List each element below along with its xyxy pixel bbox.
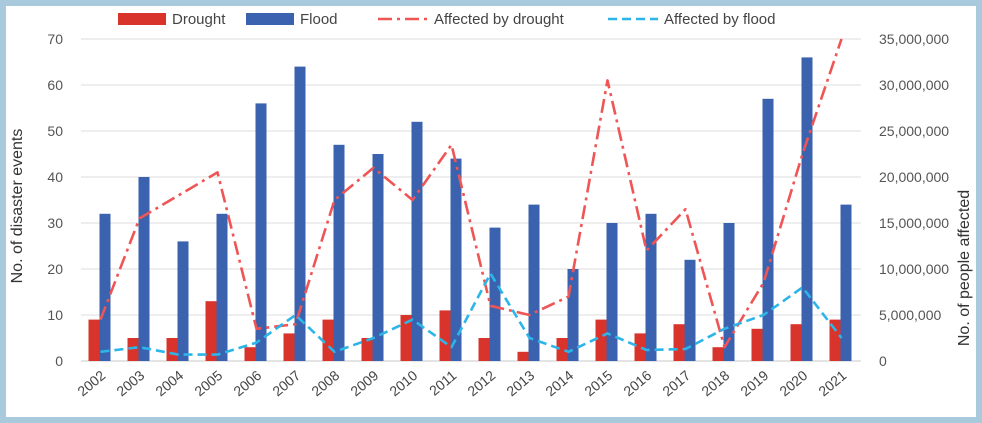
bar-drought (361, 338, 373, 361)
bar-flood (411, 121, 423, 361)
y2-tick-label: 20,000,000 (879, 169, 949, 185)
bar-flood (216, 213, 228, 361)
x-tick-label: 2009 (347, 367, 381, 399)
x-tick-label: 2015 (581, 367, 615, 399)
x-tick-label: 2016 (620, 367, 654, 399)
bar-drought (166, 338, 178, 361)
x-tick-label: 2018 (698, 367, 732, 399)
x-tick-label: 2014 (542, 367, 576, 399)
y-tick-label: 20 (47, 261, 63, 277)
bar-flood (372, 154, 384, 361)
x-tick-label: 2007 (269, 367, 303, 399)
x-tick-label: 2005 (191, 367, 225, 399)
legend-label: Flood (300, 11, 338, 28)
bar-drought (205, 301, 217, 361)
bar-flood (645, 213, 657, 361)
y2-tick-label: 5,000,000 (879, 307, 941, 323)
x-tick-label: 2013 (503, 367, 537, 399)
bar-flood (255, 103, 267, 362)
y-tick-label: 10 (47, 307, 63, 323)
y-tick-label: 30 (47, 215, 63, 231)
bar-flood (840, 204, 852, 361)
bar-drought (244, 347, 256, 361)
x-tick-label: 2012 (464, 367, 498, 399)
bar-drought (517, 351, 529, 361)
x-tick-label: 2008 (308, 367, 342, 399)
y2-tick-label: 0 (879, 353, 887, 369)
bar-flood (684, 259, 696, 361)
y-tick-label: 40 (47, 169, 63, 185)
bar-drought (673, 324, 685, 361)
x-tick-label: 2019 (737, 367, 771, 399)
x-tick-label: 2003 (113, 367, 147, 399)
y2-tick-label: 10,000,000 (879, 261, 949, 277)
bar-drought (556, 338, 568, 361)
bar-drought (322, 319, 334, 361)
bar-drought (595, 319, 607, 361)
line-affected-by-drought (99, 38, 843, 349)
y2-tick-label: 35,000,000 (879, 31, 949, 47)
bar-flood (762, 98, 774, 362)
bar-drought (88, 319, 100, 361)
x-tick-label: 2002 (74, 367, 108, 399)
x-tick-label: 2017 (659, 367, 693, 399)
bar-flood (333, 144, 345, 361)
bar-flood (489, 227, 501, 361)
bar-flood (99, 213, 111, 361)
bar-drought (127, 338, 139, 361)
y-tick-label: 50 (47, 123, 63, 139)
bar-drought (478, 338, 490, 361)
bar-flood (177, 241, 189, 361)
bar-flood (606, 223, 618, 361)
bar-drought (829, 319, 841, 361)
x-tick-label: 2021 (815, 367, 849, 399)
legend-label: Drought (172, 11, 226, 28)
bar-flood (294, 66, 306, 361)
y2-axis-label: No. of people affected (956, 190, 973, 346)
legend: Drought Flood Affected by drought Affected … (106, 9, 806, 29)
y-axis-label: No. of disaster events (9, 129, 26, 284)
bar-flood (450, 158, 462, 361)
bar-drought (634, 333, 646, 361)
x-tick-label: 2004 (152, 367, 186, 399)
bar-flood (723, 223, 735, 361)
bar-drought (283, 333, 295, 361)
y2-tick-label: 30,000,000 (879, 77, 949, 93)
chart: 0 10 20 30 40 50 60 70 0 5,000,000 10,000,000 15,00… (9, 9, 973, 399)
bar-flood (138, 177, 150, 361)
line-affected-by-flood (100, 272, 843, 356)
legend-swatch (118, 13, 166, 25)
y2-tick-label: 25,000,000 (879, 123, 949, 139)
bar-drought (751, 328, 763, 361)
bar-drought (400, 315, 412, 361)
bar-drought (439, 310, 451, 361)
chart-panel: 0 10 20 30 40 50 60 70 0 5,000,000 10,000,000 15,00… (6, 6, 976, 417)
gridlines (81, 38, 861, 362)
y2-tick-label: 15,000,000 (879, 215, 949, 231)
bar-flood (801, 57, 813, 362)
x-tick-label: 2010 (386, 367, 420, 399)
y-tick-label: 70 (47, 31, 63, 47)
x-tick-label: 2011 (426, 367, 460, 399)
legend-label: Affected by flood (664, 11, 775, 28)
bar-flood (567, 269, 579, 361)
legend-swatch (246, 13, 294, 25)
bar-flood (528, 204, 540, 361)
x-tick-label: 2020 (776, 367, 810, 399)
bars (88, 57, 852, 362)
legend-label: Affected by drought (434, 11, 565, 28)
bar-drought (712, 347, 724, 361)
bar-drought (790, 324, 802, 361)
x-tick-label: 2006 (230, 367, 264, 399)
series-lines (99, 38, 843, 356)
y-tick-label: 0 (55, 353, 63, 369)
y-tick-label: 60 (47, 77, 63, 93)
